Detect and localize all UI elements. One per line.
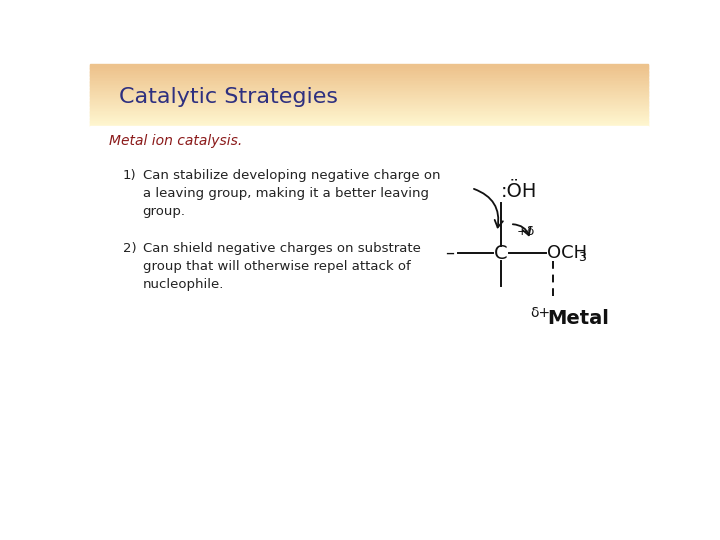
Text: Can stabilize developing negative charge on
a leaving group, making it a better : Can stabilize developing negative charge… <box>143 168 440 218</box>
Bar <box>90 88 648 90</box>
Bar <box>90 120 648 122</box>
Text: 1): 1) <box>122 168 136 182</box>
Bar <box>90 114 648 115</box>
Bar <box>90 78 648 79</box>
Bar <box>90 105 648 106</box>
Bar <box>90 107 648 108</box>
Bar <box>90 72 648 73</box>
Bar <box>90 67 648 68</box>
Bar <box>90 89 648 90</box>
Bar <box>90 79 648 80</box>
Text: 2): 2) <box>122 242 136 255</box>
Bar <box>90 76 648 77</box>
Bar <box>90 100 648 101</box>
Bar <box>90 85 648 86</box>
Text: :ÖH: :ÖH <box>500 183 537 201</box>
Bar <box>90 93 648 94</box>
Bar <box>90 69 648 70</box>
Text: Metal: Metal <box>547 309 609 328</box>
Bar <box>90 75 648 76</box>
Bar <box>90 107 648 109</box>
Bar <box>90 80 648 81</box>
Bar <box>90 119 648 120</box>
Text: Catalytic Strategies: Catalytic Strategies <box>120 87 338 107</box>
Text: –: – <box>445 244 454 262</box>
Bar <box>90 110 648 111</box>
Bar <box>90 98 648 99</box>
Bar <box>90 125 648 126</box>
Bar <box>90 65 648 66</box>
Bar <box>90 96 648 97</box>
Bar <box>90 104 648 106</box>
FancyArrowPatch shape <box>474 189 503 227</box>
Bar <box>90 126 648 481</box>
Bar <box>90 80 648 82</box>
Bar <box>90 118 648 119</box>
Bar <box>90 109 648 110</box>
Bar <box>90 115 648 117</box>
Bar <box>90 102 648 103</box>
Bar <box>90 98 648 99</box>
Bar <box>90 122 648 123</box>
Text: C: C <box>494 244 508 263</box>
Bar <box>90 84 648 85</box>
Bar <box>90 111 648 112</box>
Bar <box>90 111 648 112</box>
Bar <box>90 103 648 104</box>
Bar <box>90 106 648 107</box>
Bar <box>90 73 648 74</box>
Bar <box>90 68 648 70</box>
Bar <box>90 94 648 96</box>
Bar <box>90 70 648 71</box>
Bar <box>90 78 648 79</box>
Bar <box>90 113 648 114</box>
Text: δ+: δ+ <box>530 306 550 320</box>
Bar <box>90 68 648 69</box>
Bar <box>90 116 648 117</box>
Bar <box>90 93 648 95</box>
Bar <box>90 97 648 98</box>
Bar <box>90 77 648 78</box>
Bar <box>90 104 648 105</box>
Bar <box>90 92 648 93</box>
Bar <box>90 122 648 123</box>
Bar <box>90 86 648 87</box>
Bar <box>90 125 648 126</box>
Bar <box>90 75 648 76</box>
Bar <box>90 87 648 88</box>
Bar <box>90 91 648 92</box>
Bar <box>90 83 648 84</box>
Bar <box>90 71 648 72</box>
Bar <box>90 87 648 89</box>
Bar <box>90 100 648 102</box>
Bar <box>90 120 648 121</box>
Bar <box>90 82 648 83</box>
Text: 3: 3 <box>578 251 586 264</box>
Bar <box>90 124 648 125</box>
Bar <box>90 123 648 124</box>
Bar <box>90 91 648 92</box>
Bar <box>90 73 648 75</box>
Bar <box>90 82 648 83</box>
FancyArrowPatch shape <box>513 224 531 235</box>
Bar <box>90 99 648 100</box>
Bar <box>90 90 648 91</box>
Text: +δ: +δ <box>516 225 534 238</box>
Bar <box>90 64 648 65</box>
Bar <box>90 114 648 116</box>
Bar <box>90 71 648 72</box>
Bar <box>90 95 648 96</box>
Bar <box>90 66 648 67</box>
Bar <box>90 84 648 85</box>
Text: OCH: OCH <box>547 245 588 262</box>
Text: Metal ion catalysis.: Metal ion catalysis. <box>109 134 243 148</box>
Bar <box>90 112 648 113</box>
Bar <box>90 117 648 118</box>
Bar <box>90 102 648 103</box>
Text: Can shield negative charges on substrate
group that will otherwise repel attack : Can shield negative charges on substrate… <box>143 242 420 291</box>
Bar <box>90 109 648 110</box>
Bar <box>90 118 648 119</box>
